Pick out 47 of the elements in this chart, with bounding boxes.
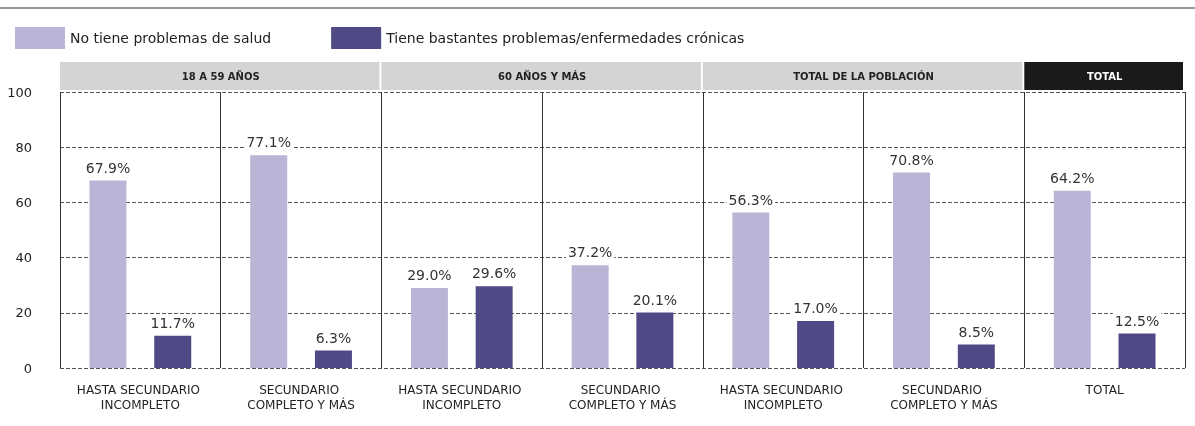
- text: TOTAL DE LA POBLACIÓN: [793, 69, 934, 82]
- data-label: 20.1%: [632, 291, 678, 308]
- bar: [893, 172, 931, 368]
- y-tick-label: 0: [23, 360, 32, 376]
- bar: [89, 180, 127, 368]
- y-tick-label: 40: [15, 250, 32, 266]
- text: 18 A 59 AÑOS: [181, 69, 260, 82]
- bar: [957, 344, 995, 368]
- legend-label: No tiene problemas de salud: [70, 30, 272, 46]
- data-label: 56.3%: [728, 191, 774, 208]
- bar: [797, 321, 835, 368]
- x-tick-label: SECUNDARIO COMPLETO Y MÁS: [890, 382, 998, 412]
- bar: [636, 312, 674, 368]
- text: TOTAL: [1086, 70, 1124, 82]
- data-label: 70.8%: [889, 151, 934, 168]
- y-tick-label: 80: [15, 139, 32, 155]
- bar: [250, 155, 288, 368]
- bar: [314, 350, 352, 368]
- data-label: 17.0%: [793, 300, 838, 317]
- data-label: 77.1%: [246, 134, 291, 151]
- data-label: 64.2%: [1050, 169, 1095, 186]
- bar: [1053, 190, 1091, 368]
- data-label: 29.0%: [407, 266, 452, 283]
- bar: [475, 286, 513, 368]
- bar: [571, 265, 609, 368]
- x-tick-label: HASTA SECUNDARIO INCOMPLETO: [719, 382, 847, 412]
- bar: [732, 212, 770, 368]
- text: 60 AÑOS Y MÁS: [497, 69, 587, 82]
- x-tick-label: SECUNDARIO COMPLETO Y MÁS: [247, 382, 355, 412]
- data-label: 67.9%: [85, 159, 131, 176]
- x-tick-label: SECUNDARIO COMPLETO Y MÁS: [568, 382, 677, 412]
- data-label: 11.7%: [150, 314, 195, 331]
- data-label: 6.3%: [315, 329, 352, 346]
- data-label: 8.5%: [958, 323, 995, 340]
- bar: [154, 335, 192, 368]
- x-tick-label: HASTA SECUNDARIO INCOMPLETO: [398, 382, 526, 412]
- x-tick-label: HASTA SECUNDARIO INCOMPLETO: [76, 382, 204, 412]
- y-tick-label: 20: [15, 305, 32, 321]
- bar: [1118, 333, 1156, 368]
- bar: [410, 287, 448, 368]
- data-label: 29.6%: [471, 265, 517, 282]
- y-tick-label: 100: [7, 84, 32, 100]
- legend-label: Tiene bastantes problemas/enfermedades crónicas: [385, 30, 745, 46]
- data-label: 12.5%: [1114, 312, 1160, 329]
- y-tick-label: 60: [15, 194, 32, 210]
- data-label: 37.2%: [567, 244, 613, 261]
- x-tick-label: TOTAL: [1084, 382, 1124, 397]
